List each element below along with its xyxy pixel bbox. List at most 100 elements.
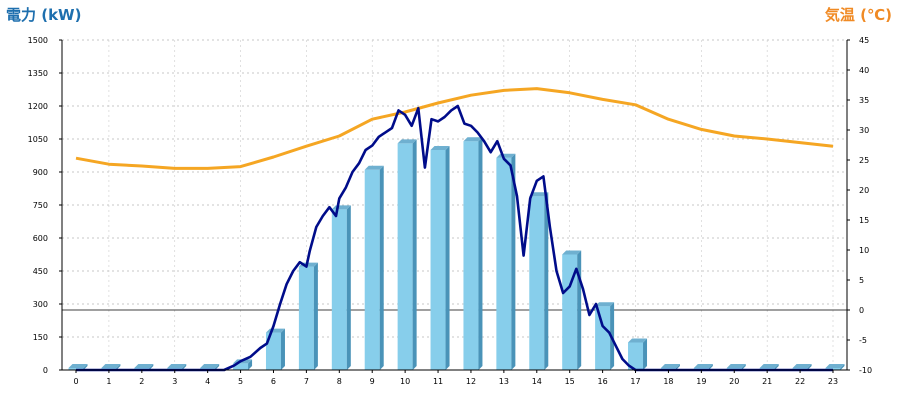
- power-line: [76, 104, 833, 372]
- bar-top-4: [200, 364, 220, 368]
- bar-side-7: [313, 262, 318, 370]
- x-tick-label-4: 4: [205, 377, 210, 386]
- bar-side-21: [774, 364, 779, 370]
- left-tick-label-1050: 1050: [28, 135, 48, 144]
- bar-side-15: [577, 250, 582, 370]
- left-tick-label-1200: 1200: [28, 102, 48, 111]
- x-tick-label-0: 0: [73, 377, 78, 386]
- line-layer: [75, 87, 834, 372]
- x-tick-label-17: 17: [630, 377, 640, 386]
- bar-hour-8: [331, 205, 351, 370]
- bar-hour-16: [595, 302, 615, 370]
- bar-front-16: [595, 306, 611, 370]
- bar-side-1: [116, 364, 121, 370]
- left-tick-label-1350: 1350: [28, 69, 48, 78]
- x-tick-label-23: 23: [828, 377, 838, 386]
- bar-top-10: [397, 139, 417, 144]
- x-tick-label-12: 12: [466, 377, 476, 386]
- bar-side-8: [346, 205, 351, 370]
- bar-side-19: [708, 364, 713, 370]
- x-tick-label-3: 3: [172, 377, 177, 386]
- bar-side-9: [379, 165, 384, 370]
- bar-front-13: [496, 157, 512, 370]
- bar-side-14: [544, 192, 549, 370]
- bar-hour-10: [397, 139, 417, 370]
- x-tick-label-16: 16: [598, 377, 608, 386]
- bar-top-0: [68, 364, 88, 368]
- x-tick-label-2: 2: [139, 377, 144, 386]
- right-tick-label--5: -5: [859, 336, 867, 345]
- bar-hour-9: [364, 165, 384, 370]
- bar-top-2: [134, 364, 154, 368]
- right-tick-label-30: 30: [859, 126, 869, 135]
- bar-top-18: [660, 364, 680, 368]
- left-tick-label-300: 300: [33, 300, 48, 309]
- bar-side-0: [83, 364, 88, 370]
- bar-front-8: [331, 209, 347, 370]
- right-tick-label-10: 10: [859, 246, 869, 255]
- bar-side-12: [478, 137, 483, 370]
- bar-hour-11: [430, 146, 450, 370]
- bar-front-11: [430, 150, 446, 370]
- right-tick-label--10: -10: [859, 366, 872, 375]
- axis-layer: 01503004506007509001050120013501500-10-5…: [28, 36, 872, 386]
- bar-top-17: [628, 338, 648, 343]
- bar-side-6: [280, 328, 285, 370]
- bar-top-9: [364, 165, 384, 170]
- bar-hour-12: [463, 137, 483, 370]
- bar-top-16: [595, 302, 615, 307]
- x-tick-label-14: 14: [532, 377, 542, 386]
- bar-front-6: [265, 332, 281, 370]
- x-tick-label-13: 13: [499, 377, 509, 386]
- bar-front-9: [364, 169, 380, 370]
- bar-side-11: [445, 146, 450, 370]
- bar-side-13: [511, 153, 516, 370]
- left-tick-label-450: 450: [33, 267, 48, 276]
- x-tick-label-1: 1: [106, 377, 111, 386]
- bar-top-14: [529, 192, 549, 197]
- left-tick-label-0: 0: [43, 366, 48, 375]
- bar-front-10: [397, 143, 413, 370]
- bar-side-4: [215, 364, 220, 370]
- bar-top-23: [825, 364, 845, 368]
- bar-side-18: [675, 364, 680, 370]
- left-tick-label-600: 600: [33, 234, 48, 243]
- bar-hour-14: [529, 192, 549, 370]
- bar-side-2: [149, 364, 154, 370]
- temperature-line: [75, 87, 834, 170]
- bar-hour-17: [628, 338, 648, 370]
- right-tick-label-5: 5: [859, 276, 864, 285]
- right-tick-label-45: 45: [859, 36, 869, 45]
- bar-front-15: [562, 254, 578, 370]
- x-tick-label-18: 18: [663, 377, 673, 386]
- bar-front-5: [233, 363, 249, 370]
- x-tick-label-7: 7: [304, 377, 309, 386]
- bar-top-22: [792, 364, 812, 368]
- x-tick-label-10: 10: [400, 377, 410, 386]
- grid-layer: [62, 39, 847, 370]
- left-axis-title: 電力 (kW): [6, 6, 82, 24]
- bar-front-7: [298, 266, 314, 370]
- bar-front-14: [529, 196, 545, 370]
- right-axis-title: 気温 (℃): [824, 6, 892, 24]
- left-tick-label-900: 900: [33, 168, 48, 177]
- bar-top-1: [101, 364, 121, 368]
- bar-top-20: [726, 364, 746, 368]
- bar-top-3: [167, 364, 187, 368]
- bar-side-10: [412, 139, 417, 370]
- bar-side-22: [807, 364, 812, 370]
- x-tick-label-22: 22: [795, 377, 805, 386]
- x-tick-label-19: 19: [696, 377, 706, 386]
- x-tick-label-21: 21: [762, 377, 772, 386]
- x-tick-label-6: 6: [271, 377, 276, 386]
- right-tick-label-0: 0: [859, 306, 864, 315]
- bar-side-17: [643, 338, 648, 370]
- bar-side-20: [741, 364, 746, 370]
- bar-front-17: [628, 342, 644, 370]
- bar-top-11: [430, 146, 450, 150]
- x-tick-label-5: 5: [238, 377, 243, 386]
- right-tick-label-35: 35: [859, 96, 869, 105]
- x-tick-label-15: 15: [565, 377, 575, 386]
- left-tick-label-750: 750: [33, 201, 48, 210]
